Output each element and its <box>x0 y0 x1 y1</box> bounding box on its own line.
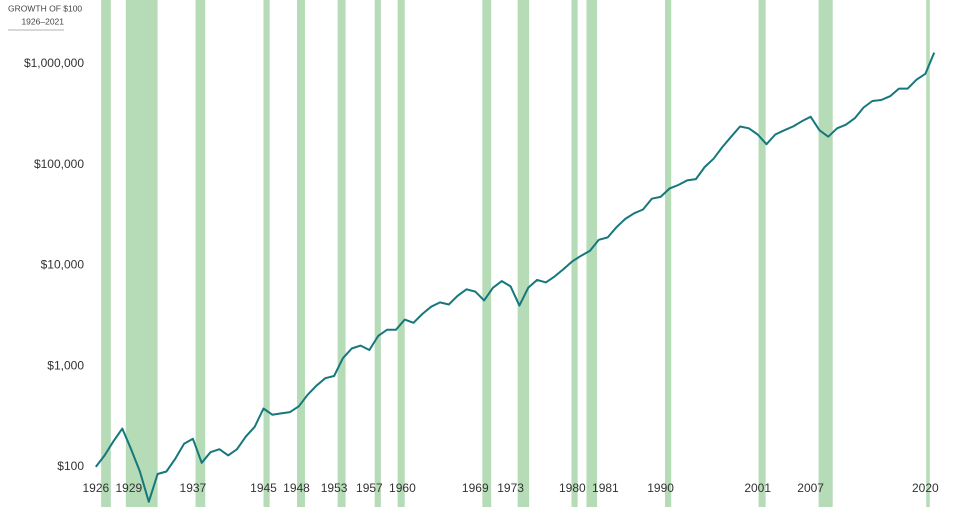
x-tick-label: 1926 <box>82 481 109 495</box>
x-tick-label: 1981 <box>592 481 619 495</box>
recession-band <box>374 0 381 507</box>
recession-band <box>482 0 492 507</box>
x-tick-label: 1929 <box>115 481 142 495</box>
x-tick-label: 2007 <box>797 481 824 495</box>
x-tick-label: 2001 <box>744 481 771 495</box>
x-tick-label: 1980 <box>559 481 586 495</box>
recession-band <box>926 0 930 507</box>
recession-band <box>337 0 346 507</box>
recession-band <box>665 0 672 507</box>
recession-bands <box>101 0 930 507</box>
recession-band <box>195 0 206 507</box>
x-tick-label: 1948 <box>283 481 310 495</box>
x-tick-label: 1990 <box>647 481 674 495</box>
series-line <box>95 52 936 503</box>
y-tick-label: $1,000 <box>47 358 84 372</box>
recession-band <box>263 0 270 507</box>
recession-band <box>818 0 833 507</box>
y-tick-label: $10,000 <box>41 258 85 272</box>
recession-band <box>397 0 405 507</box>
chart-subtitle: 1926–2021 <box>21 16 64 26</box>
recession-band <box>297 0 305 507</box>
y-tick-label: $100,000 <box>34 157 84 171</box>
recession-band <box>125 0 158 507</box>
x-tick-label: 1953 <box>321 481 348 495</box>
x-tick-label: 1945 <box>250 481 277 495</box>
recession-band <box>571 0 578 507</box>
recession-band <box>101 0 111 507</box>
recession-band <box>586 0 598 507</box>
x-tick-label: 2020 <box>912 481 939 495</box>
x-tick-label: 1960 <box>389 481 416 495</box>
x-tick-label: 1957 <box>356 481 383 495</box>
chart-title: GROWTH OF $100 <box>8 3 82 13</box>
recession-band <box>517 0 530 507</box>
plot <box>95 52 936 503</box>
x-tick-label: 1937 <box>180 481 207 495</box>
y-tick-label: $1,000,000 <box>24 56 84 70</box>
y-tick-label: $100 <box>57 459 84 473</box>
recession-band <box>758 0 766 507</box>
x-tick-label: 1973 <box>497 481 524 495</box>
x-tick-label: 1969 <box>462 481 489 495</box>
